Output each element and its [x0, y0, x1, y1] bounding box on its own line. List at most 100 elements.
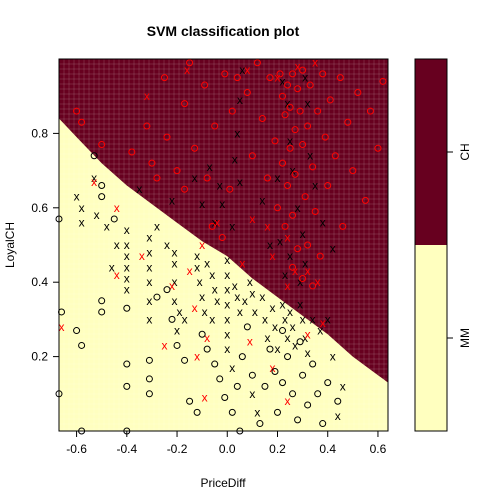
y-tick-label: 0.8 — [31, 126, 48, 140]
point-x: x — [330, 242, 336, 256]
point-x: x — [242, 294, 248, 308]
point-x: x — [330, 350, 336, 364]
point-x: x — [247, 275, 253, 289]
point-o — [148, 159, 156, 167]
point-x: x — [172, 245, 178, 259]
point-x: x — [295, 201, 301, 215]
point-x: x — [274, 342, 280, 356]
point-o — [271, 367, 279, 375]
point-x: x — [317, 324, 323, 338]
point-o — [289, 70, 297, 78]
point-o — [294, 245, 302, 253]
point-x: x — [174, 324, 180, 338]
point-x: x — [192, 301, 198, 315]
point-x: x — [177, 305, 183, 319]
point-x: x — [114, 201, 120, 215]
point-o — [304, 401, 312, 409]
point-o — [73, 107, 81, 115]
point-x: x — [269, 249, 275, 263]
point-x: x — [124, 283, 130, 297]
point-o — [110, 215, 118, 223]
point-o — [233, 382, 241, 390]
point-o — [153, 293, 161, 301]
point-x: x — [302, 71, 308, 85]
point-x: x — [182, 312, 188, 326]
point-x: x — [290, 164, 296, 178]
point-o — [324, 379, 332, 387]
point-o — [314, 390, 322, 398]
legend-ticks: CH MM — [447, 143, 472, 348]
point-x: x — [300, 312, 306, 326]
point-x: x — [194, 350, 200, 364]
point-x: x — [320, 216, 326, 230]
point-o — [361, 196, 369, 204]
y-axis: 0.2 0.4 0.6 0.8 — [31, 126, 60, 364]
legend-swatch-ch — [415, 59, 447, 245]
point-x: x — [192, 171, 198, 185]
point-o — [218, 234, 226, 242]
point-x: x — [244, 63, 250, 77]
point-x: x — [146, 231, 152, 245]
point-x: x — [297, 298, 303, 312]
point-o — [228, 408, 236, 416]
point-x: x — [340, 379, 346, 393]
point-x: x — [274, 71, 280, 85]
point-o — [98, 297, 106, 305]
point-x: x — [239, 63, 245, 77]
point-x: x — [302, 257, 308, 271]
point-o — [263, 174, 271, 182]
point-o — [319, 70, 327, 78]
point-x: x — [277, 234, 283, 248]
point-o — [334, 397, 342, 405]
point-o — [98, 193, 106, 201]
point-o — [181, 356, 189, 364]
point-x: x — [262, 312, 268, 326]
point-x: x — [239, 257, 245, 271]
point-x: x — [214, 216, 220, 230]
point-o — [331, 152, 339, 160]
point-x: x — [300, 227, 306, 241]
point-o — [374, 144, 382, 152]
point-x: x — [169, 279, 175, 293]
point-o — [186, 59, 194, 67]
point-o — [309, 282, 317, 290]
point-o — [289, 390, 297, 398]
point-o — [145, 390, 153, 398]
point-o — [98, 181, 106, 189]
point-x: x — [219, 197, 225, 211]
point-x: x — [282, 312, 288, 326]
point-x: x — [259, 193, 265, 207]
x-axis: -0.6 -0.4 -0.2 0.0 0.2 0.4 0.6 — [66, 430, 387, 456]
point-o — [294, 416, 302, 424]
point-x: x — [237, 93, 243, 107]
point-o — [201, 81, 209, 89]
point-o — [271, 137, 279, 145]
point-x: x — [247, 335, 253, 349]
point-o — [349, 167, 357, 175]
point-o — [186, 397, 194, 405]
point-o — [336, 74, 344, 82]
point-x: x — [290, 320, 296, 334]
point-x: x — [285, 231, 291, 245]
point-x: x — [187, 264, 193, 278]
point-x: x — [79, 201, 85, 215]
point-x: x — [285, 279, 291, 293]
point-o — [354, 88, 362, 96]
point-x: x — [74, 190, 80, 204]
point-x: x — [280, 74, 286, 88]
point-o — [256, 420, 264, 428]
point-x: x — [315, 275, 321, 289]
point-o — [261, 382, 269, 390]
chart-title: SVM classification plot — [147, 23, 300, 39]
point-x: x — [249, 286, 255, 300]
point-x: x — [212, 283, 218, 297]
point-x: x — [146, 260, 152, 274]
legend-label-ch: CH — [458, 143, 472, 160]
point-x: x — [297, 275, 303, 289]
point-x: x — [212, 216, 218, 230]
point-x: x — [139, 249, 145, 263]
point-x: x — [197, 275, 203, 289]
point-x: x — [285, 97, 291, 111]
point-o — [276, 70, 284, 78]
